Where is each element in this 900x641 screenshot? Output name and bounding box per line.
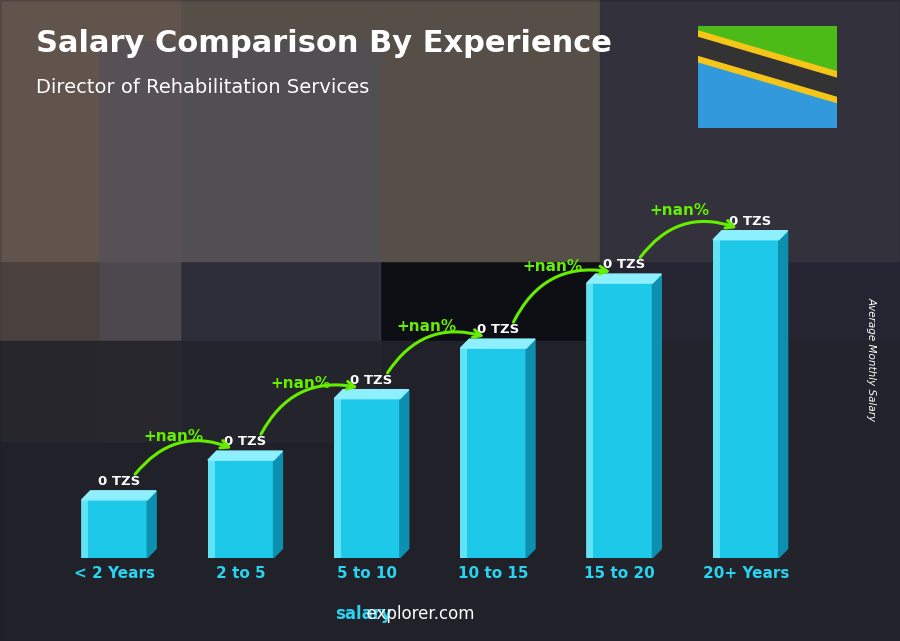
- Text: 0 TZS: 0 TZS: [477, 323, 519, 336]
- Polygon shape: [698, 26, 837, 72]
- Polygon shape: [652, 274, 662, 558]
- Text: +nan%: +nan%: [270, 376, 330, 392]
- Polygon shape: [587, 274, 662, 283]
- Bar: [334, 399, 400, 558]
- Text: salary: salary: [335, 605, 392, 623]
- Polygon shape: [208, 451, 283, 460]
- Polygon shape: [698, 36, 837, 97]
- Bar: [208, 460, 274, 558]
- Bar: [587, 283, 652, 558]
- Text: 0 TZS: 0 TZS: [224, 435, 266, 448]
- Text: 0 TZS: 0 TZS: [350, 374, 392, 387]
- Text: Salary Comparison By Experience: Salary Comparison By Experience: [36, 29, 612, 58]
- Bar: [81, 500, 88, 558]
- Polygon shape: [82, 491, 156, 500]
- Bar: [334, 399, 341, 558]
- Polygon shape: [713, 231, 788, 240]
- Polygon shape: [778, 231, 788, 558]
- Polygon shape: [274, 451, 283, 558]
- Text: +nan%: +nan%: [523, 259, 582, 274]
- Bar: [461, 348, 526, 558]
- Polygon shape: [698, 31, 837, 77]
- Text: Director of Rehabilitation Services: Director of Rehabilitation Services: [36, 78, 369, 97]
- Bar: [713, 240, 778, 558]
- Bar: [460, 348, 467, 558]
- Text: 0 TZS: 0 TZS: [729, 215, 771, 228]
- Text: +nan%: +nan%: [649, 203, 709, 218]
- Text: 0 TZS: 0 TZS: [603, 258, 645, 271]
- Polygon shape: [400, 390, 409, 558]
- Text: +nan%: +nan%: [396, 319, 456, 334]
- Text: Average Monthly Salary: Average Monthly Salary: [866, 297, 877, 421]
- Polygon shape: [698, 62, 837, 128]
- Text: 0 TZS: 0 TZS: [98, 475, 140, 488]
- Polygon shape: [526, 339, 535, 558]
- Bar: [587, 283, 593, 558]
- Polygon shape: [698, 56, 837, 103]
- Text: +nan%: +nan%: [144, 429, 204, 444]
- Bar: [713, 240, 720, 558]
- Bar: [208, 460, 214, 558]
- Polygon shape: [461, 339, 535, 348]
- Polygon shape: [334, 390, 409, 399]
- Polygon shape: [148, 491, 156, 558]
- Bar: [82, 500, 148, 558]
- Text: explorer.com: explorer.com: [335, 605, 474, 623]
